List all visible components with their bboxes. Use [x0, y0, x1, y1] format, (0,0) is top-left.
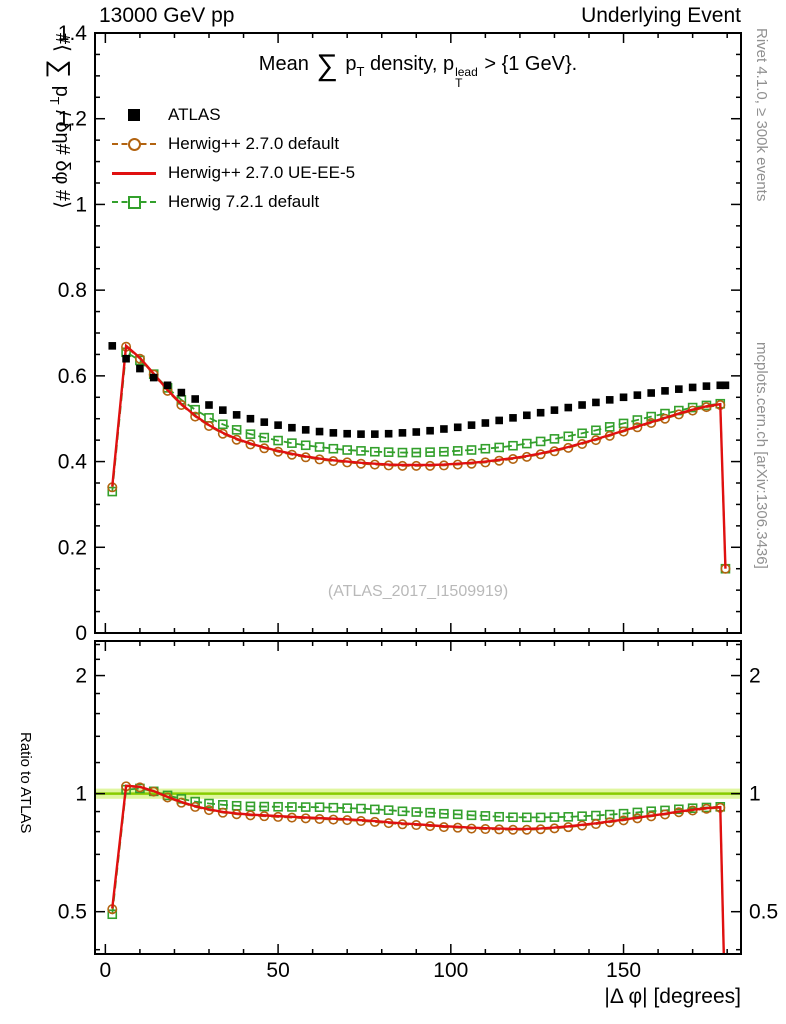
svg-text:50: 50 — [266, 959, 289, 982]
y-axis-label-main: #⟨ ∑ pT / δη# δφ #⟩ — [45, 33, 76, 209]
herwig7-default-marker-icon — [112, 194, 156, 210]
svg-text:150: 150 — [606, 959, 641, 982]
ylabel-text: #⟨ — [51, 33, 73, 58]
atlas-marker-icon — [112, 107, 156, 123]
sum-symbol: ∑ — [316, 49, 338, 82]
herwigpp-default-marker-icon — [112, 136, 156, 152]
pt-subscript: T — [47, 96, 62, 105]
svg-text:0.6: 0.6 — [58, 365, 87, 388]
svg-text:1: 1 — [749, 783, 761, 806]
legend-label-herwigpp-default: Herwig++ 2.7.0 default — [168, 133, 340, 153]
legend-item-atlas: ATLAS — [112, 100, 355, 129]
title-text: p — [339, 53, 357, 75]
pt-lead-symbol: lead T — [455, 65, 478, 90]
svg-text:2: 2 — [749, 665, 761, 688]
rivet-version-note: Rivet 4.1.0, ≥ 300k events — [753, 28, 770, 202]
svg-text:0: 0 — [75, 622, 87, 645]
svg-text:0.2: 0.2 — [58, 536, 87, 559]
t-subscript: T — [455, 76, 463, 90]
legend: ATLAS Herwig++ 2.7.0 default Herwig++ 2.… — [112, 100, 355, 216]
x-axis-label: |Δ φ| [degrees] — [604, 985, 741, 1008]
herwigpp-ueee5-marker-icon — [112, 165, 156, 181]
svg-text:0.5: 0.5 — [749, 901, 778, 924]
legend-label-herwig7-default: Herwig 7.2.1 default — [168, 191, 320, 211]
y-axis-label-ratio: Ratio to ATLAS — [17, 732, 34, 834]
title-text: density, p — [364, 53, 455, 75]
plot-title: Mean ∑ pT density, p lead T > {1 GeV}. — [95, 44, 741, 92]
svg-text:1.4: 1.4 — [58, 22, 88, 45]
svg-text:1.2: 1.2 — [58, 108, 87, 131]
legend-label-atlas: ATLAS — [168, 104, 221, 124]
legend-item-herwigpp-ueee5: Herwig++ 2.7.0 UE-EE-5 — [112, 158, 355, 187]
title-text: Mean — [258, 53, 315, 75]
legend-item-herwig7-default: Herwig 7.2.1 default — [112, 187, 355, 216]
svg-text:0.4: 0.4 — [58, 451, 88, 474]
pt-subscript: T — [356, 64, 365, 79]
svg-text:1: 1 — [75, 193, 87, 216]
svg-text:0: 0 — [100, 959, 112, 982]
legend-label-herwigpp-ueee5: Herwig++ 2.7.0 UE-EE-5 — [168, 162, 356, 182]
analysis-id-watermark: (ATLAS_2017_I1509919) — [327, 583, 509, 600]
sum-symbol: ∑ — [46, 59, 76, 79]
analysis-topic-label: Underlying Event — [581, 4, 741, 27]
legend-item-herwigpp-default: Herwig++ 2.7.0 default — [112, 129, 355, 158]
svg-text:1: 1 — [75, 783, 87, 806]
ylabel-text: / δη# δφ #⟩ — [51, 104, 73, 209]
svg-text:100: 100 — [433, 959, 468, 982]
lead-superscript: lead — [455, 65, 478, 79]
ylabel-text: p — [51, 80, 73, 97]
title-text: > {1 GeV}. — [478, 53, 578, 75]
beam-energy-label: 13000 GeV pp — [99, 4, 235, 27]
svg-text:0.5: 0.5 — [58, 901, 87, 924]
svg-text:0.8: 0.8 — [58, 279, 87, 302]
mcplots-reference-note: mcplots.cern.ch [arXiv:1306.3436] — [753, 342, 770, 569]
svg-text:2: 2 — [75, 665, 87, 688]
